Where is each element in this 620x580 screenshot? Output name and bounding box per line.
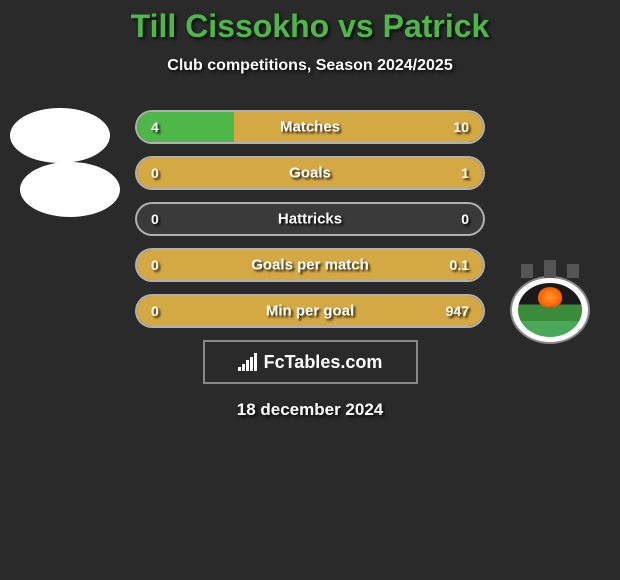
stat-row-min-per-goal: 0 Min per goal 947 xyxy=(135,294,485,328)
stat-value-p1: 0 xyxy=(151,257,159,273)
stat-value-p1: 0 xyxy=(151,303,159,319)
stat-value-p2: 10 xyxy=(453,119,469,135)
crown-icon xyxy=(515,258,585,278)
stat-value-p2: 0 xyxy=(461,211,469,227)
player1-club-badge xyxy=(20,162,120,217)
subtitle: Club competitions, Season 2024/2025 xyxy=(0,57,620,75)
stat-value-p2: 947 xyxy=(446,303,469,319)
stat-value-p2: 1 xyxy=(461,165,469,181)
stat-label: Matches xyxy=(280,119,340,136)
stats-container: 4 Matches 10 0 Goals 1 0 Hattricks 0 xyxy=(135,110,485,328)
brand-link[interactable]: FcTables.com xyxy=(203,340,418,384)
page-title: Till Cissokho vs Patrick xyxy=(0,8,620,45)
stat-value-p1: 0 xyxy=(151,211,159,227)
date-label: 18 december 2024 xyxy=(0,400,620,420)
stat-label: Min per goal xyxy=(266,303,354,320)
stat-row-goals-per-match: 0 Goals per match 0.1 xyxy=(135,248,485,282)
stat-value-p2: 0.1 xyxy=(450,257,469,273)
stat-row-hattricks: 0 Hattricks 0 xyxy=(135,202,485,236)
stat-value-p1: 4 xyxy=(151,119,159,135)
chart-icon xyxy=(238,353,258,371)
stat-label: Goals per match xyxy=(251,257,369,274)
stat-label: Hattricks xyxy=(278,211,342,228)
stat-row-matches: 4 Matches 10 xyxy=(135,110,485,144)
brand-label: FcTables.com xyxy=(264,352,383,373)
player1-photo xyxy=(10,108,110,163)
stat-label: Goals xyxy=(289,165,331,182)
player2-club-badge xyxy=(500,258,600,346)
stat-value-p1: 0 xyxy=(151,165,159,181)
comparison-widget: Till Cissokho vs Patrick Club competitio… xyxy=(0,0,620,580)
stat-row-goals: 0 Goals 1 xyxy=(135,156,485,190)
shield-icon xyxy=(510,276,590,344)
